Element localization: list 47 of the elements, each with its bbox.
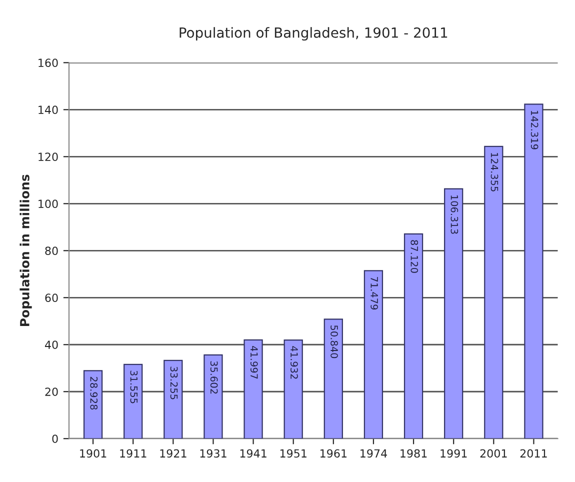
bar xyxy=(284,340,303,439)
bar xyxy=(524,104,544,439)
bar xyxy=(324,318,343,439)
x-tick-label: 1951 xyxy=(280,449,306,458)
data-label: 41.932 xyxy=(290,346,298,379)
chart-title: Population of Bangladesh, 1901 - 2011 xyxy=(180,27,448,41)
data-label: 28.928 xyxy=(90,376,98,410)
bar xyxy=(204,354,223,439)
bar xyxy=(364,270,384,439)
data-label: 106.313 xyxy=(450,195,458,234)
x-tick-label: 1901 xyxy=(80,449,106,458)
data-label: 33.255 xyxy=(170,366,178,400)
bar xyxy=(404,233,424,439)
data-label: 31.555 xyxy=(130,370,138,404)
data-label: 87.120 xyxy=(410,240,418,273)
data-label: 71.479 xyxy=(370,277,378,310)
data-label: 50.840 xyxy=(330,325,338,358)
x-tick-label: 1921 xyxy=(160,449,186,458)
bar xyxy=(83,370,103,439)
x-tick-label: 1911 xyxy=(120,449,146,458)
x-tick-label: 2011 xyxy=(520,449,547,458)
x-tick-label: 1974 xyxy=(360,449,387,458)
bar xyxy=(164,360,183,439)
x-tick-label: 1981 xyxy=(400,449,427,458)
y-tick-label: 100 xyxy=(38,200,58,208)
y-tick-label: 120 xyxy=(38,152,58,162)
data-label: 41.997 xyxy=(250,346,258,379)
y-tick-label: 40 xyxy=(44,340,58,350)
data-label: 35.602 xyxy=(210,361,218,394)
y-tick-label: 60 xyxy=(45,294,58,302)
x-tick-label: 2001 xyxy=(480,449,507,458)
x-tick-label: 1931 xyxy=(200,449,226,458)
y-tick-label: 160 xyxy=(38,58,58,68)
y-tick-label: 140 xyxy=(38,106,58,114)
x-tick-label: 1941 xyxy=(240,449,266,458)
x-tick-label: 1961 xyxy=(320,449,347,458)
y-tick-label: 0 xyxy=(52,434,58,443)
bar xyxy=(124,364,143,439)
bar xyxy=(484,146,504,439)
y-tick-label: 80 xyxy=(45,246,58,256)
bar xyxy=(244,339,263,439)
data-label: 142.319 xyxy=(530,110,538,150)
y-axis-title: Population in millions xyxy=(20,174,32,326)
bar xyxy=(444,188,464,439)
y-tick-label: 20 xyxy=(45,388,58,396)
x-tick-label: 1991 xyxy=(440,449,467,458)
data-label: 124.355 xyxy=(490,153,498,192)
